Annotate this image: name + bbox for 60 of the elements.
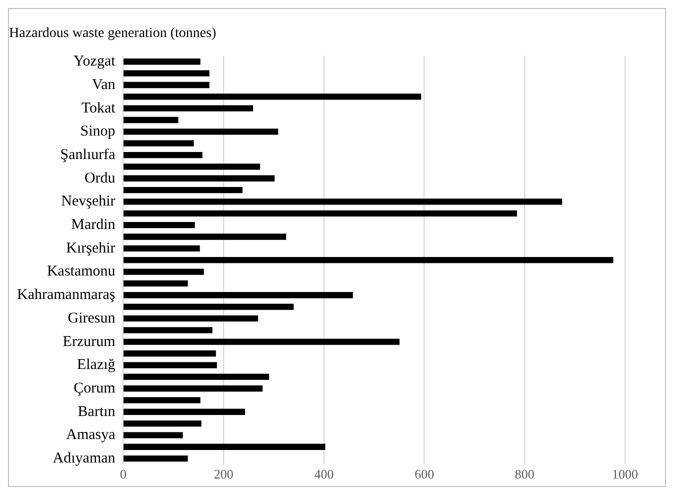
bar (124, 58, 200, 65)
x-tick-label: 400 (314, 466, 334, 482)
bar (124, 105, 254, 112)
x-tick-label: 0 (120, 466, 127, 482)
y-tick-label: Mardin (71, 217, 116, 234)
bar (124, 128, 278, 135)
bar (124, 164, 260, 170)
bar (124, 432, 183, 438)
x-tick-label: 600 (414, 466, 434, 482)
bar (124, 210, 517, 216)
y-tick-label: Kahramanmaraş (16, 287, 116, 304)
bar (124, 257, 614, 264)
bar (124, 397, 200, 404)
bar (124, 338, 400, 345)
y-tick-label: Amasya (66, 427, 116, 444)
bar (124, 444, 326, 450)
bar (124, 186, 243, 194)
y-tick-label: Elazığ (76, 357, 116, 374)
y-tick-label: Nevşehir (61, 194, 116, 210)
bar (124, 268, 204, 275)
y-tick-label: Tokat (81, 100, 116, 116)
y-tick-label: Kırşehir (66, 240, 116, 256)
y-tick-label: Kastamonu (46, 264, 116, 280)
bar (124, 385, 263, 392)
bar (124, 175, 275, 182)
x-tick-label: 1000 (612, 466, 638, 482)
bar (124, 140, 194, 146)
bar (124, 350, 216, 357)
bar (124, 234, 286, 240)
y-tick-label: Adıyaman (52, 450, 116, 466)
bar (124, 455, 188, 462)
x-tick-label: 200 (214, 466, 234, 482)
bar (124, 304, 294, 310)
bar (124, 222, 195, 228)
x-tick-label: 800 (514, 466, 534, 482)
y-tick-label: Giresun (68, 310, 116, 326)
bar (124, 292, 353, 298)
bar (124, 152, 202, 158)
chart-title: Hazardous waste generation (tonnes) (9, 26, 217, 42)
bar (124, 408, 246, 415)
y-tick-label: Ordu (84, 170, 116, 186)
y-tick-label: Şanlıurfa (60, 146, 116, 163)
bar (124, 327, 212, 334)
bar (124, 116, 178, 124)
bar (124, 94, 422, 100)
y-tick-label: Bartın (78, 404, 116, 420)
bar (124, 420, 202, 427)
y-tick-label: Van (92, 76, 116, 93)
y-tick-label: Sinop (80, 124, 116, 140)
bar (124, 374, 270, 380)
bar (124, 70, 210, 76)
bar (124, 315, 258, 322)
y-tick-label: Çorum (74, 380, 116, 396)
y-tick-label: Yozgat (73, 54, 116, 70)
bar (124, 82, 210, 88)
bar (124, 198, 562, 205)
bar (124, 245, 200, 252)
bar (124, 362, 217, 368)
bar (124, 280, 188, 287)
y-tick-label: Erzurum (62, 334, 116, 350)
